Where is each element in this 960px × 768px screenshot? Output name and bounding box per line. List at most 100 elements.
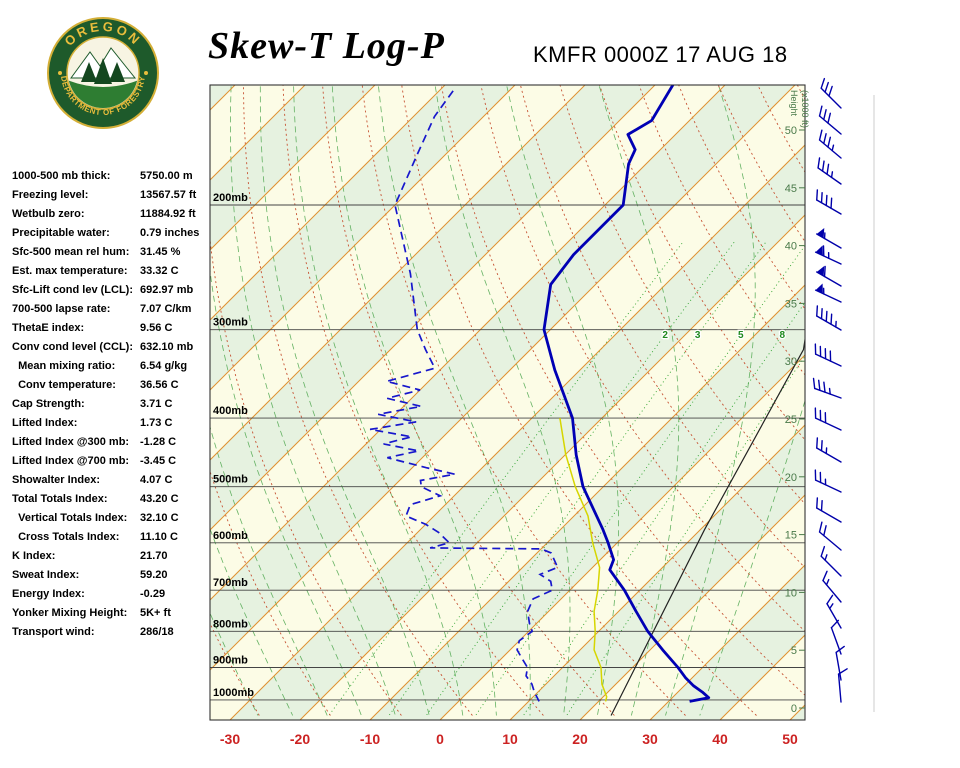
wind-barb [816,265,842,287]
wind-barb [814,245,842,265]
wind-barb [814,407,842,431]
wind-barb [816,497,842,523]
wind-barb [816,437,842,463]
page-title: Skew-T Log-P [208,25,445,67]
index-row: Yonker Mixing Height: 5K+ ft [12,604,218,623]
index-row: Lifted Index: 1.73 C [12,414,218,433]
index-value: 32.10 C [140,512,179,524]
wind-barb [820,77,842,109]
svg-text:-10: -10 [360,731,380,747]
index-row: Conv temperature: 36.56 C [12,376,218,395]
svg-text:-20: -20 [290,731,310,747]
svg-text:500mb: 500mb [213,474,248,486]
svg-text:15: 15 [785,530,797,542]
svg-text:8: 8 [780,330,786,341]
index-row: Sfc-500 mean rel hum: 31.45 % [12,243,218,262]
svg-text:20: 20 [572,731,588,747]
svg-text:-30: -30 [220,731,240,747]
index-label: Vertical Totals Index: [12,512,128,524]
index-label: Cap Strength: [12,398,85,410]
index-label: K Index: [12,550,56,562]
odf-logo: OREGON DEPARTMENT OF FORESTRY [47,17,159,129]
index-row: Sfc-Lift cond lev (LCL): 692.97 mb [12,281,218,300]
index-value: 6.54 g/kg [140,360,188,372]
index-value: 21.70 [140,550,168,562]
pressure-labels: 200mb 300mb 400mb 500mb 600mb 700mb 800mb 900mb… [213,192,254,699]
index-value: 3.71 C [140,398,173,410]
svg-text:200mb: 200mb [213,192,248,204]
index-row: Wetbulb zero: 11884.92 ft [12,205,218,224]
index-value: -1.28 C [140,436,177,448]
svg-text:900mb: 900mb [213,655,248,667]
wind-barb [820,545,842,577]
index-row: Lifted Index @300 mb: -1.28 C [12,433,218,452]
index-label: Precipitable water: [12,227,110,239]
index-value: 0.79 inches [140,227,200,239]
parcel-line [610,335,805,716]
svg-text:25: 25 [785,414,797,426]
index-row: Cross Totals Index: 11.10 C [12,528,218,547]
index-row: 700-500 lapse rate: 7.07 C/km [12,300,218,319]
index-row: 1000-500 mb thick: 5750.00 m [12,167,218,186]
index-label: Wetbulb zero: [12,208,85,220]
svg-text:700mb: 700mb [213,577,248,589]
wind-barb [812,377,842,399]
svg-text:0: 0 [436,731,444,747]
index-value: 11884.92 ft [140,208,196,220]
index-label: 700-500 lapse rate: [12,303,111,315]
indices-panel: 1000-500 mb thick: 5750.00 m Freezing leve… [12,167,218,642]
index-label: Cross Totals Index: [12,531,120,543]
dry-adiabats [210,85,805,716]
index-row: Total Totals Index: 43.20 C [12,490,218,509]
svg-text:300mb: 300mb [213,317,248,329]
svg-text:600mb: 600mb [213,530,248,542]
index-value: 7.07 C/km [140,303,192,315]
svg-text:35: 35 [785,298,797,310]
index-label: Conv temperature: [12,379,116,391]
index-value: 5K+ ft [140,607,171,619]
index-row: Mean mixing ratio: 6.54 g/kg [12,357,218,376]
index-label: Transport wind: [12,626,95,638]
wind-barb [818,521,842,551]
index-row: Conv cond level (CCL): 632.10 mb [12,338,218,357]
index-value: 5750.00 m [140,170,193,182]
svg-text:50: 50 [782,731,798,747]
index-value: -0.29 [140,588,166,600]
index-value: 43.20 C [140,493,179,505]
svg-text:40: 40 [712,731,728,747]
index-row: Est. max temperature: 33.32 C [12,262,218,281]
wind-barb [816,189,842,215]
index-value: 9.56 C [140,322,173,334]
index-label: Conv cond level (CCL): [12,341,134,353]
index-value: 31.45 % [140,246,181,258]
svg-text:2: 2 [662,330,668,341]
svg-text:30: 30 [642,731,658,747]
index-value: 11.10 C [140,531,178,543]
tree-icon [94,58,112,84]
wind-barb [814,343,842,367]
svg-text:30: 30 [785,356,797,368]
wetbulb-trace [559,417,608,702]
svg-text:1000mb: 1000mb [213,687,254,699]
index-label: Yonker Mixing Height: [12,607,128,619]
index-row: Energy Index: -0.29 [12,585,218,604]
index-label: Est. max temperature: [12,265,128,277]
index-row: ThetaE index: 9.56 C [12,319,218,338]
svg-text:5: 5 [791,645,797,657]
index-row: Sweat Index: 59.20 [12,566,218,585]
wind-barb [835,645,845,681]
svg-text:50: 50 [785,125,797,137]
index-row: K Index: 21.70 [12,547,218,566]
index-row: Showalter Index: 4.07 C [12,471,218,490]
index-value: 59.20 [140,569,168,581]
temp-axis-labels: -30 -20 -10 0 10 20 30 40 50 [220,731,798,747]
index-label: Freezing level: [12,189,89,201]
svg-text:800mb: 800mb [213,618,248,630]
index-value: 33.32 C [140,265,179,277]
station-line: KMFR 0000Z 17 AUG 18 [533,42,788,67]
mixing-ratio-lines [328,240,805,716]
wind-barb [814,469,842,493]
index-label: Sfc-500 mean rel hum: [12,246,130,258]
index-label: Lifted Index: [12,417,78,429]
